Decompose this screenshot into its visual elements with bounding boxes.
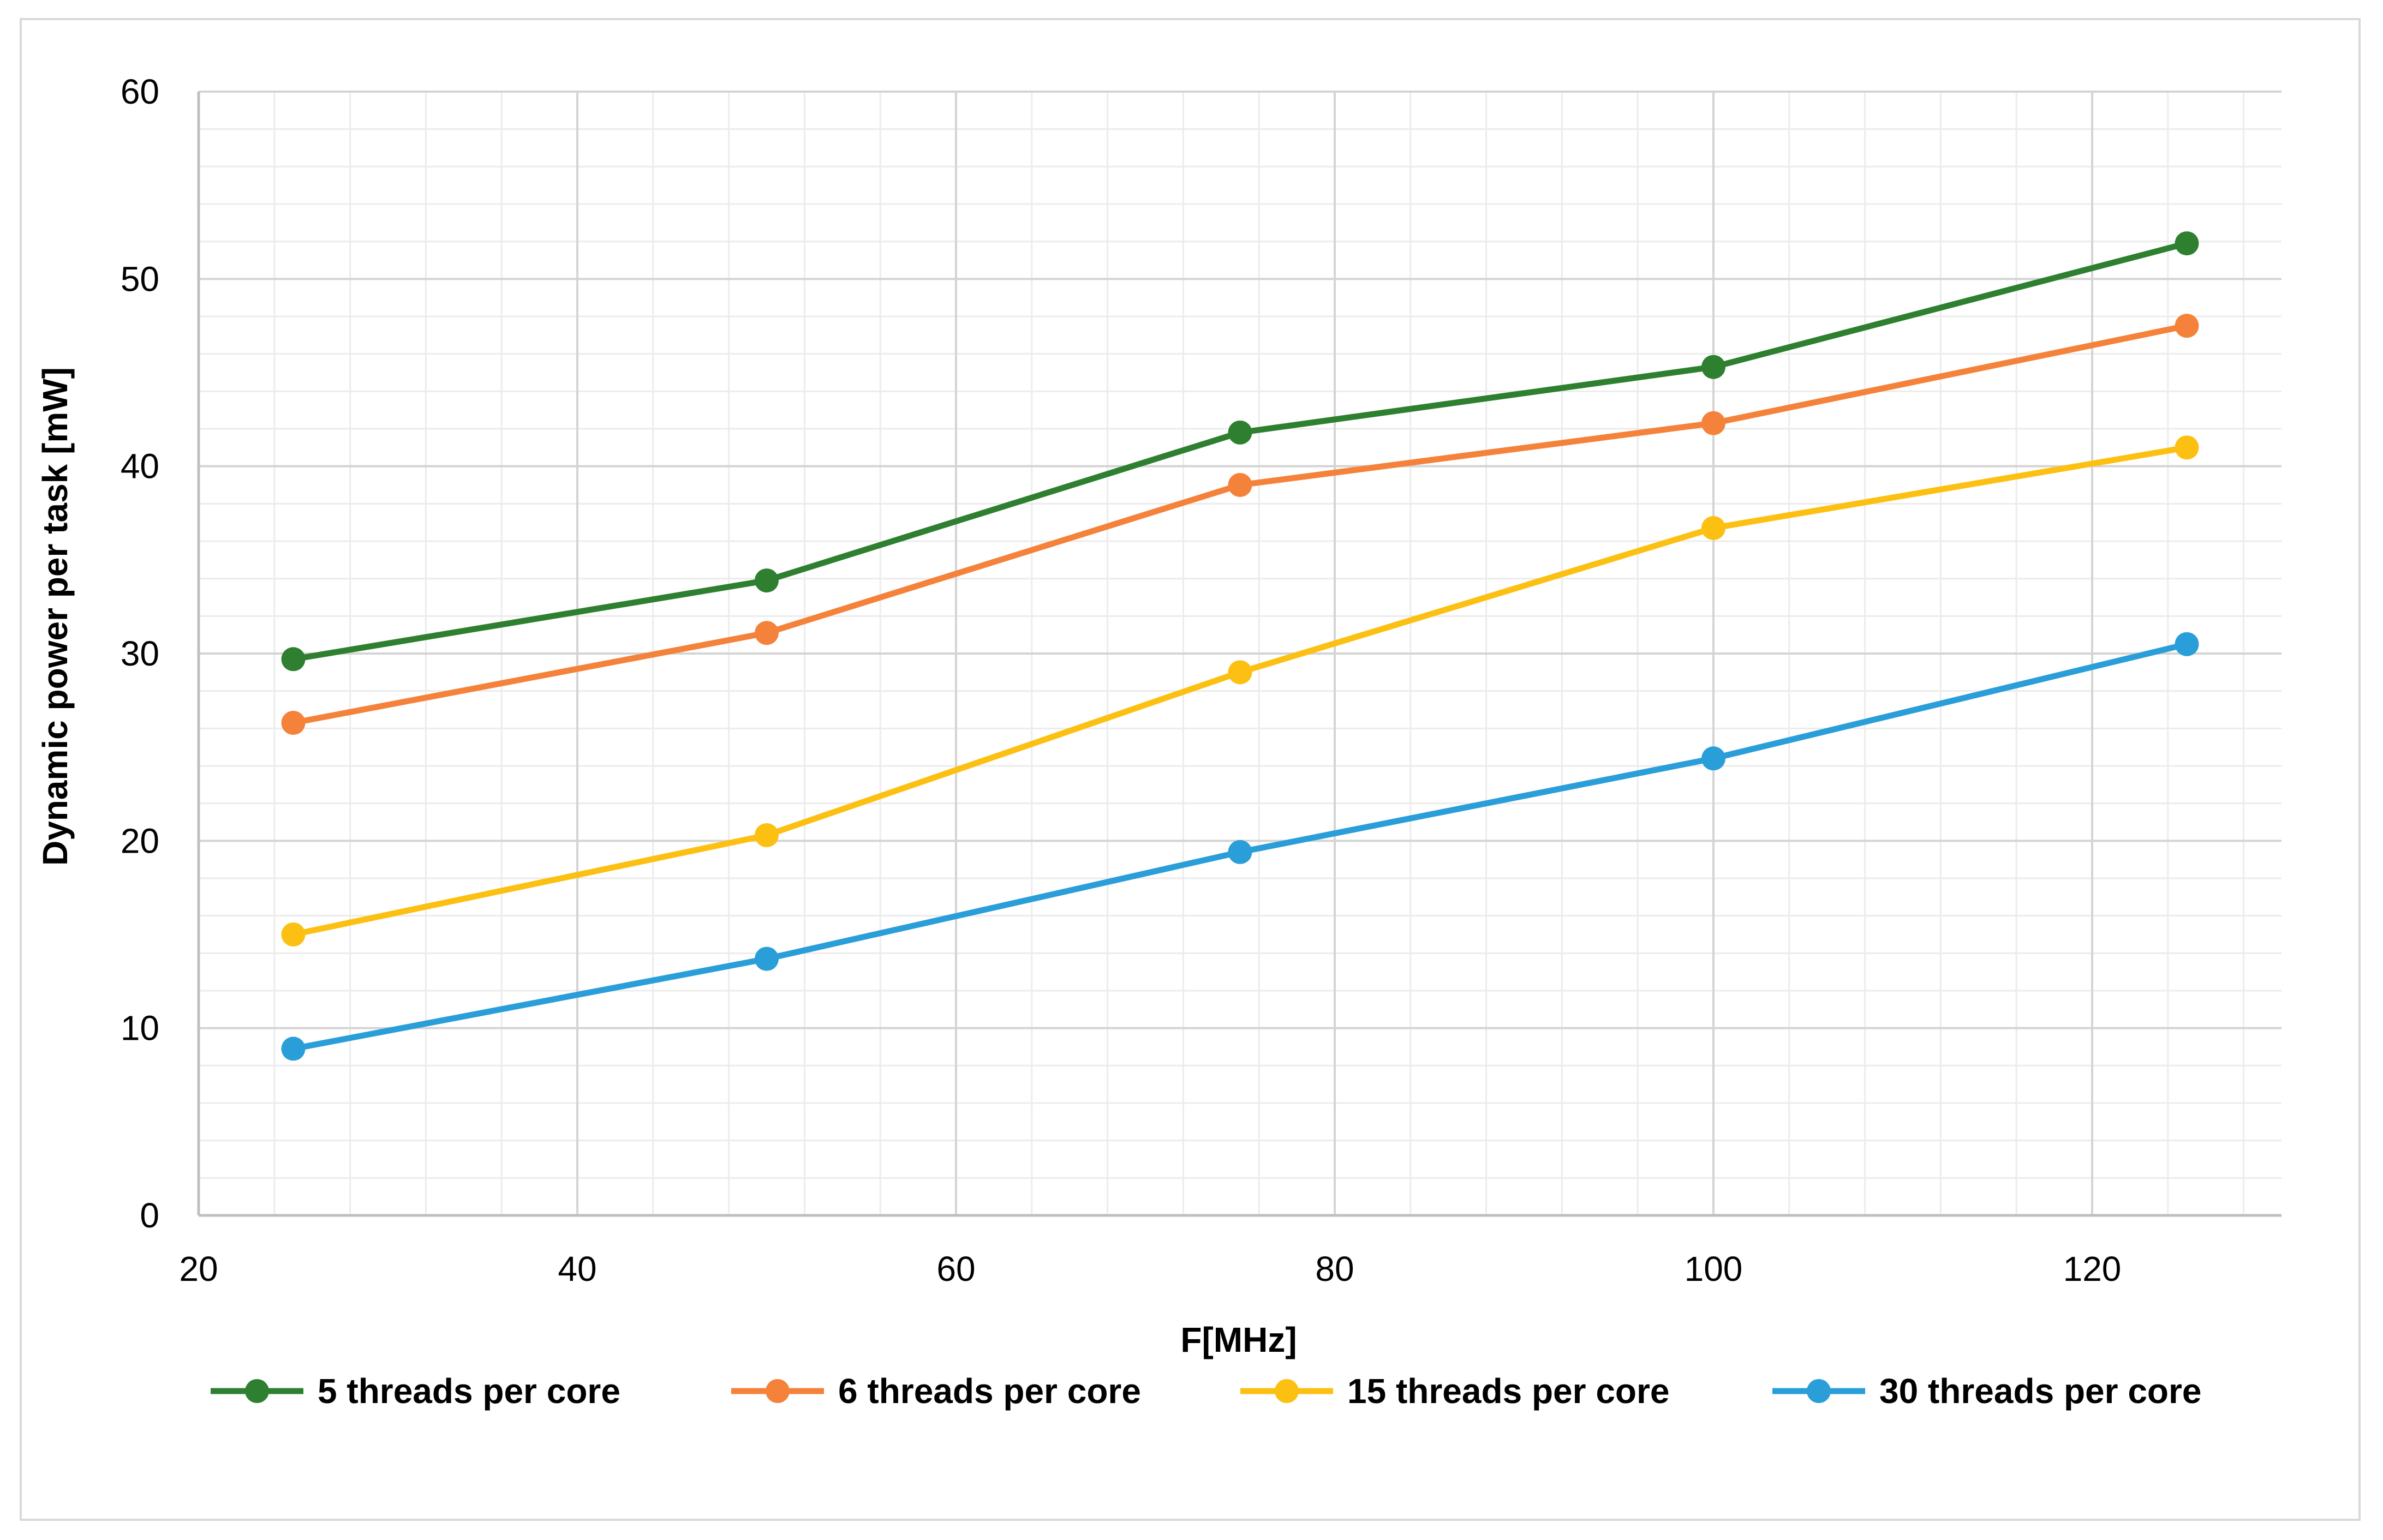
legend-item-4: 30 threads per core <box>1772 1371 2202 1411</box>
series-3 <box>281 435 2199 946</box>
data-point <box>755 946 779 971</box>
legend-item-2: 6 threads per core <box>731 1371 1141 1411</box>
axes <box>197 92 2282 1217</box>
x-tick-label: 80 <box>1315 1249 1354 1289</box>
data-point <box>1701 355 1725 379</box>
data-point <box>755 621 779 645</box>
legend-swatch-marker <box>1275 1379 1299 1403</box>
data-point <box>281 647 306 672</box>
chart-frame <box>20 18 2361 1521</box>
x-axis-title: F[MHz] <box>1180 1320 1297 1359</box>
legend-label: 30 threads per core <box>1879 1371 2202 1411</box>
x-tick-label: 100 <box>1685 1249 1743 1289</box>
x-tick-label: 40 <box>558 1249 596 1289</box>
series-1 <box>281 231 2199 672</box>
legend-label: 5 threads per core <box>318 1371 620 1411</box>
y-tick-label: 50 <box>121 259 159 298</box>
y-tick-labels: 0 10 20 30 40 50 60 <box>121 72 159 1235</box>
data-point <box>1228 660 1252 685</box>
x-tick-label: 60 <box>936 1249 975 1289</box>
x-tick-label: 20 <box>179 1249 218 1289</box>
legend-swatch-marker <box>1807 1379 1831 1403</box>
legend: 5 threads per core 6 threads per core 15 t… <box>211 1371 2202 1411</box>
data-point <box>281 711 306 735</box>
legend-label: 6 threads per core <box>838 1371 1141 1411</box>
data-point <box>281 1036 306 1061</box>
data-point <box>1228 840 1252 864</box>
data-point <box>1228 473 1252 497</box>
data-point <box>1701 746 1725 771</box>
y-axis-title: Dynamic power per task [mW] <box>35 367 75 866</box>
legend-label: 15 threads per core <box>1347 1371 1670 1411</box>
y-tick-label: 20 <box>121 821 159 860</box>
legend-swatch-marker <box>245 1379 269 1403</box>
data-point <box>2175 314 2199 338</box>
data-point <box>2175 231 2199 256</box>
x-tick-labels: 20 40 60 80 100 120 <box>179 1249 2121 1289</box>
series-layer <box>281 231 2199 1061</box>
data-point <box>1228 420 1252 445</box>
legend-item-1: 5 threads per core <box>211 1371 620 1411</box>
y-tick-label: 30 <box>121 634 159 673</box>
major-gridlines <box>199 91 2282 1215</box>
data-point <box>1701 411 1725 435</box>
y-tick-label: 0 <box>140 1196 159 1235</box>
x-tick-label: 120 <box>2063 1249 2122 1289</box>
legend-swatch-marker <box>766 1379 790 1403</box>
data-point <box>2175 435 2199 460</box>
series-2 <box>281 314 2199 735</box>
y-tick-label: 10 <box>121 1009 159 1048</box>
data-point <box>1701 516 1725 540</box>
data-point <box>755 568 779 593</box>
data-point <box>281 922 306 946</box>
legend-item-3: 15 threads per core <box>1240 1371 1670 1411</box>
data-point <box>2175 632 2199 656</box>
data-point <box>755 823 779 848</box>
y-tick-label: 40 <box>121 447 159 486</box>
y-tick-label: 60 <box>121 72 159 111</box>
series-4 <box>281 632 2199 1061</box>
